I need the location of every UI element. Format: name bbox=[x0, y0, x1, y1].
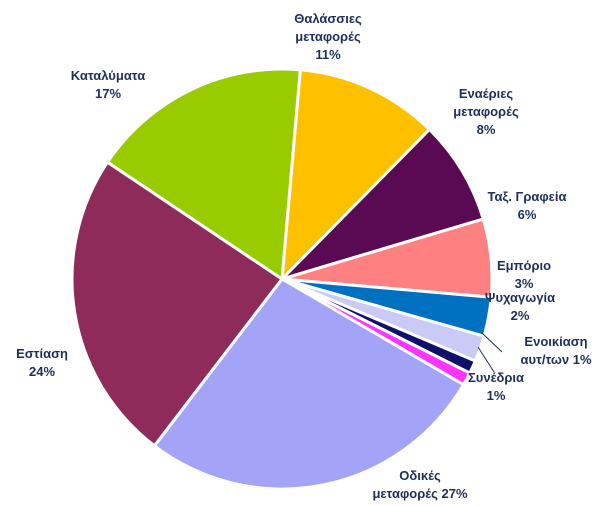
leader-line bbox=[481, 332, 503, 353]
pie-slices bbox=[70, 67, 494, 491]
slice-label: Εναέριες μεταφορές 8% bbox=[453, 86, 519, 137]
slice-label: Ταξ. Γραφεία 6% bbox=[488, 189, 567, 222]
slice-label: Συνέδρια 1% bbox=[468, 370, 524, 403]
leader-line bbox=[477, 346, 495, 373]
leader-lines bbox=[477, 332, 503, 373]
slice-label: Εμπόριο 3% bbox=[497, 258, 551, 291]
slice-labels: Θαλάσσιες μεταφορές 11% Εναέριες μεταφορές 8%… bbox=[16, 11, 592, 501]
pie-slice bbox=[280, 127, 485, 281]
slice-label: Θαλάσσιες μεταφορές 11% bbox=[294, 11, 362, 62]
pie-slice bbox=[152, 277, 465, 491]
slice-label: Ψυχαγωγία 2% bbox=[485, 290, 555, 323]
pie-slice bbox=[70, 160, 284, 448]
slice-label: Εστίαση 24% bbox=[16, 346, 68, 379]
pie-slice bbox=[280, 68, 431, 281]
slice-label: Οδικές μεταφορές 27% bbox=[372, 468, 468, 501]
slice-label: Καταλύματα 17% bbox=[71, 68, 146, 101]
slice-label: Ενοικίαση αυτ/των 1% bbox=[520, 334, 591, 367]
pie-slice bbox=[105, 67, 302, 281]
